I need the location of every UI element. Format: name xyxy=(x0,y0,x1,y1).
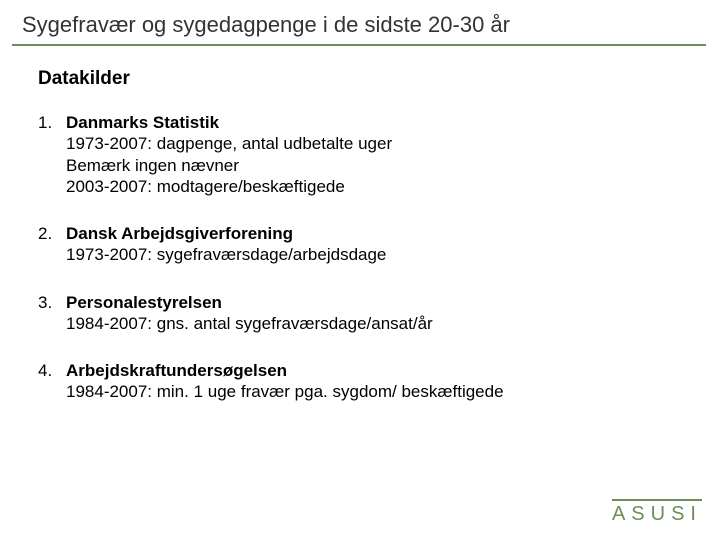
slide: Sygefravær og sygedagpenge i de sidste 2… xyxy=(0,0,720,540)
slide-title: Sygefravær og sygedagpenge i de sidste 2… xyxy=(0,12,720,44)
list-item: Danmarks Statistik 1973-2007: dagpenge, … xyxy=(38,112,682,197)
item-line: 1984-2007: min. 1 uge fravær pga. sygdom… xyxy=(66,381,682,402)
list-item: Dansk Arbejdsgiverforening 1973-2007: sy… xyxy=(38,223,682,266)
item-title: Personalestyrelsen xyxy=(66,292,682,313)
item-line: 1973-2007: dagpenge, antal udbetalte uge… xyxy=(66,133,682,154)
item-title: Arbejdskraftundersøgelsen xyxy=(66,360,682,381)
subheading: Datakilder xyxy=(38,68,682,90)
logo-text: ASUSI xyxy=(612,499,702,526)
item-title: Dansk Arbejdsgiverforening xyxy=(66,223,682,244)
item-title: Danmarks Statistik xyxy=(66,112,682,133)
title-area: Sygefravær og sygedagpenge i de sidste 2… xyxy=(0,0,720,46)
item-line: 1973-2007: sygefraværsdage/arbejdsdage xyxy=(66,244,682,265)
content-area: Datakilder Danmarks Statistik 1973-2007:… xyxy=(0,46,720,403)
item-line: 1984-2007: gns. antal sygefraværsdage/an… xyxy=(66,313,682,334)
list-item: Personalestyrelsen 1984-2007: gns. antal… xyxy=(38,292,682,335)
item-line: 2003-2007: modtagere/beskæftigede xyxy=(66,176,682,197)
data-sources-list: Danmarks Statistik 1973-2007: dagpenge, … xyxy=(38,112,682,403)
list-item: Arbejdskraftundersøgelsen 1984-2007: min… xyxy=(38,360,682,403)
item-line: Bemærk ingen nævner xyxy=(66,155,682,176)
